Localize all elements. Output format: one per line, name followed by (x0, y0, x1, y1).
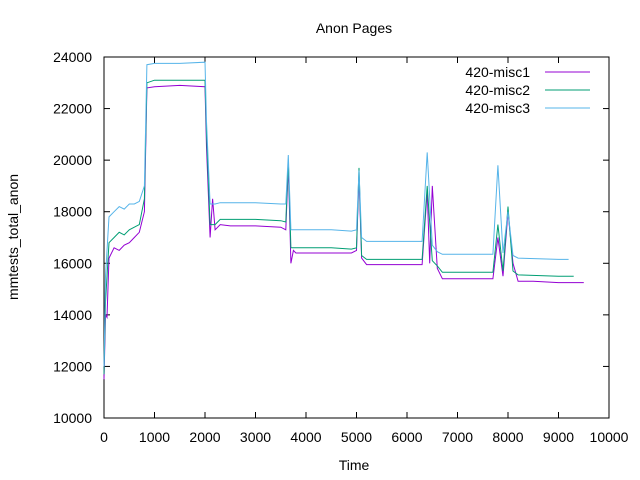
series-line-420-misc2 (103, 79, 574, 375)
y-tick-label: 16000 (53, 255, 92, 271)
series-line-420-misc1 (103, 84, 584, 380)
y-tick-label: 10000 (53, 410, 92, 426)
series-line-420-misc3 (103, 61, 569, 367)
y-tick-label: 24000 (53, 49, 92, 65)
y-tick-label: 22000 (53, 101, 92, 117)
x-tick-label: 10000 (590, 429, 629, 445)
x-tick-label: 8000 (492, 429, 523, 445)
x-tick-label: 0 (100, 429, 108, 445)
x-tick-label: 4000 (290, 429, 321, 445)
x-tick-label: 9000 (543, 429, 574, 445)
legend-label: 420-misc3 (465, 100, 530, 116)
legend-label: 420-misc2 (465, 82, 530, 98)
x-tick-label: 2000 (189, 429, 220, 445)
y-axis-label: mmtests_total_anon (5, 174, 21, 300)
y-tick-label: 20000 (53, 152, 92, 168)
legend-label: 420-misc1 (465, 64, 530, 80)
y-tick-label: 18000 (53, 204, 92, 220)
x-axis-label: Time (339, 457, 370, 473)
x-tick-label: 7000 (442, 429, 473, 445)
x-tick-label: 1000 (139, 429, 170, 445)
x-tick-label: 3000 (240, 429, 271, 445)
y-tick-label: 12000 (53, 358, 92, 374)
legend: 420-misc1 420-misc2 420-misc3 (465, 64, 590, 116)
chart-title: Anon Pages (316, 20, 392, 36)
x-tick-label: 5000 (341, 429, 372, 445)
x-tick-label: 6000 (391, 429, 422, 445)
y-tick-label: 14000 (53, 307, 92, 323)
plot-area: 0 1000 2000 3000 4000 5000 6000 7000 8000 9000 100… (53, 49, 629, 445)
